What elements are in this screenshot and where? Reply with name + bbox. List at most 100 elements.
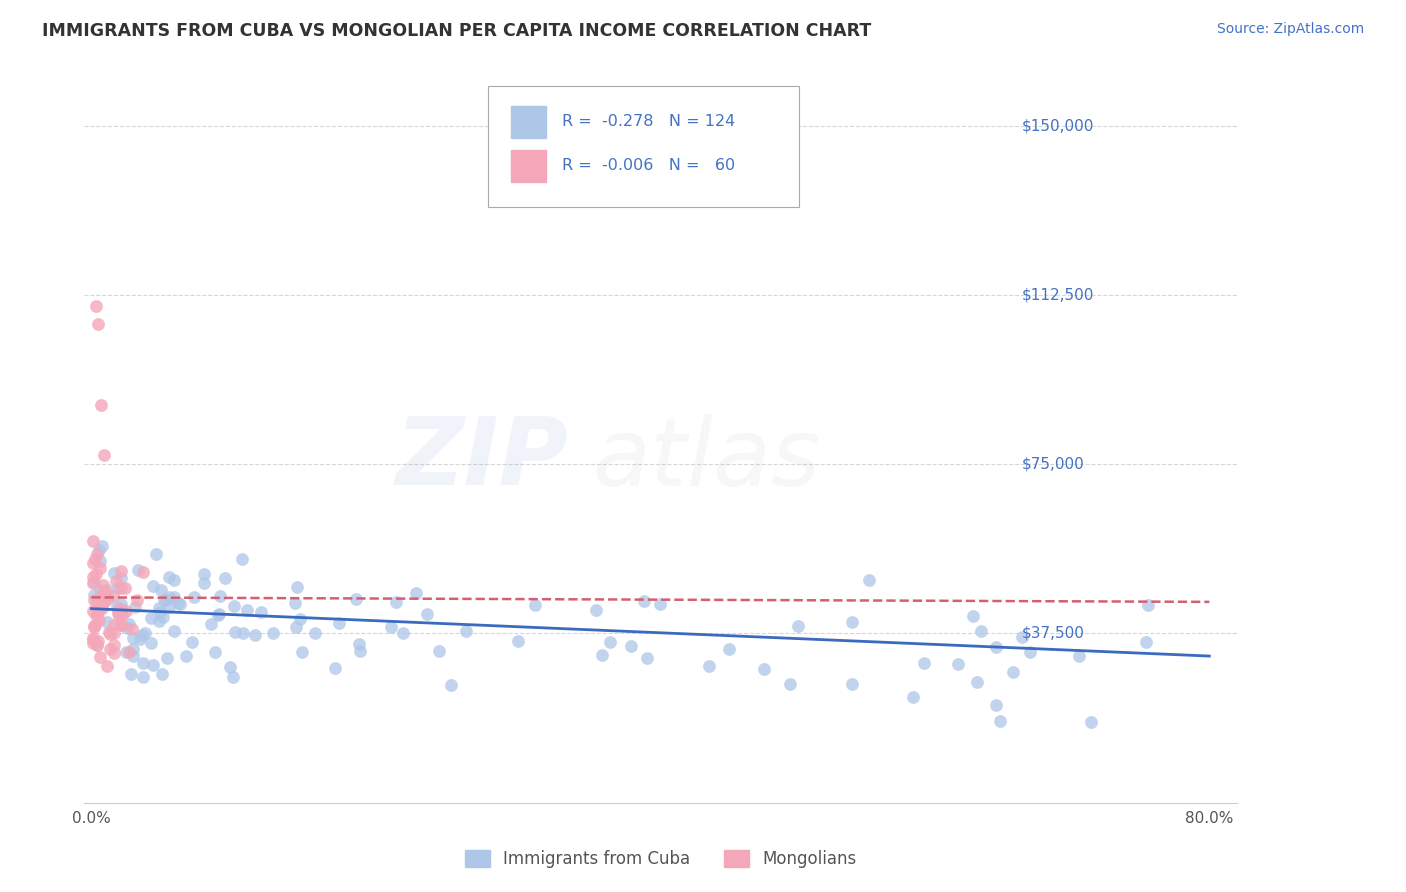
Point [84,299,107,313]
Point [110,581,132,595]
Point [114,581,136,595]
Point [121,648,143,663]
Point [222,670,245,684]
Point [132,657,155,671]
Point [139,611,162,625]
Point [103,626,125,640]
Point [132,671,155,685]
Point [636,651,658,665]
Point [84,608,107,623]
Text: Source: ZipAtlas.com: Source: ZipAtlas.com [1216,22,1364,37]
Point [415,607,437,621]
Point [110,617,132,632]
Point [284,595,307,609]
Point [121,632,143,646]
Point [1002,665,1025,679]
Point [89,582,111,597]
Point [986,698,1008,712]
Point [101,589,124,603]
Point [150,667,173,681]
Point [787,618,810,632]
Point [93,595,115,609]
FancyBboxPatch shape [510,106,546,138]
Point [96,583,118,598]
Point [82,576,104,591]
Text: $75,000: $75,000 [1022,457,1084,472]
Point [284,620,307,634]
Point [82,570,104,584]
Point [127,592,149,607]
Point [84,618,107,632]
Point [91,595,114,609]
Point [208,589,231,603]
Point [89,649,111,664]
Point [107,606,129,620]
Point [841,615,863,629]
Point [841,677,863,691]
Point [183,591,205,605]
Point [120,666,142,681]
Point [207,607,229,622]
Text: atlas: atlas [592,414,820,505]
Point [110,607,132,622]
Point [91,593,114,607]
Point [291,644,314,658]
Point [349,637,371,651]
Point [156,651,179,665]
Point [141,636,163,650]
Point [82,635,104,649]
Point [157,570,180,584]
Point [858,573,880,587]
FancyBboxPatch shape [510,150,546,182]
Point [752,662,775,676]
Point [149,605,172,619]
Point [262,625,284,640]
Point [208,607,231,621]
Point [633,594,655,608]
Point [180,634,202,648]
Point [984,640,1007,654]
Point [163,590,186,604]
Point [235,603,257,617]
Point [427,643,450,657]
Point [118,616,141,631]
Point [304,625,326,640]
Point [115,645,138,659]
Point [142,579,165,593]
Point [454,624,477,639]
Point [121,622,143,636]
Point [148,600,170,615]
Point [114,604,136,618]
Text: IMMIGRANTS FROM CUBA VS MONGOLIAN PER CAPITA INCOME CORRELATION CHART: IMMIGRANTS FROM CUBA VS MONGOLIAN PER CA… [42,22,872,40]
Point [91,577,114,591]
Point [129,632,152,646]
Point [231,551,253,566]
Point [110,564,132,578]
Point [620,639,643,653]
Point [82,533,104,548]
Point [86,596,108,610]
Point [648,597,671,611]
Point [152,610,174,624]
Point [87,542,110,557]
Point [103,566,125,580]
Point [83,593,105,607]
Point [93,585,115,599]
Point [155,592,177,607]
Point [440,677,463,691]
Point [110,570,132,584]
Point [243,628,266,642]
Point [103,638,125,652]
Point [697,659,720,673]
Point [111,618,134,632]
Point [176,648,198,663]
Point [224,624,246,639]
Point [149,582,172,597]
Point [148,615,170,629]
Point [83,575,105,590]
Point [93,584,115,599]
Point [118,645,141,659]
Point [344,591,367,606]
Point [86,548,108,562]
Point [86,638,108,652]
